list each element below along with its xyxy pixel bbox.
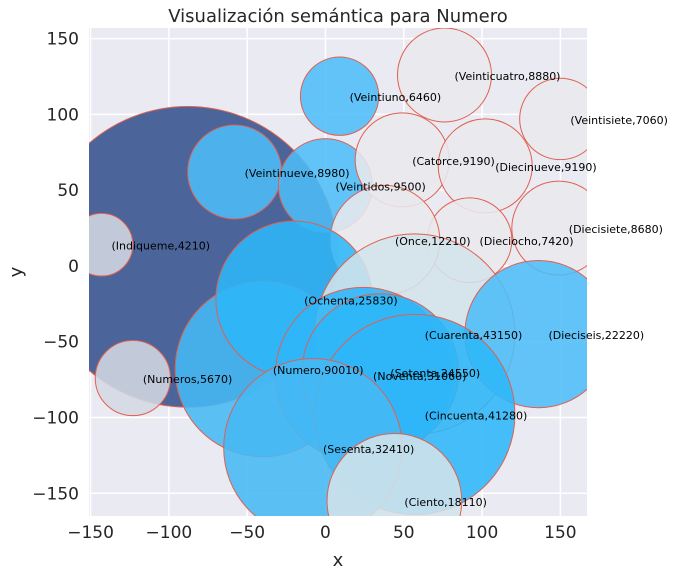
x-tick-label: 100 <box>466 523 498 543</box>
chart-title: Visualización semántica para Numero <box>168 6 508 27</box>
bubble-label: (Diecinueve,9190) <box>495 161 596 174</box>
x-tick-label: −100 <box>146 523 193 543</box>
x-tick-label: −150 <box>67 523 114 543</box>
x-tick-label: −50 <box>229 523 265 543</box>
bubble-label: (Diecisiete,8680) <box>569 223 663 236</box>
bubble-label: (Dieciocho,7420) <box>480 235 574 248</box>
bubble-label: (Once,12210) <box>395 235 471 248</box>
bubble-labels: (Indiqueme,4210) (Numeros,5670) (Veintinue… <box>112 70 668 509</box>
bubble-label: (Cincuenta,41280) <box>425 409 528 422</box>
bubble-label: (Veintiuno,6460) <box>350 91 442 104</box>
bubble-point <box>94 340 171 417</box>
bubble-label: (Cuarenta,43150) <box>425 329 523 342</box>
x-tick-label: 50 <box>393 523 415 543</box>
bubble-label: (Ciento,18110) <box>404 496 487 509</box>
x-axis-ticks: −150 −100 −50 0 50 100 150 <box>67 523 576 543</box>
x-tick-label: 150 <box>544 523 576 543</box>
y-tick-label: 150 <box>47 30 79 50</box>
bubble-point <box>299 56 380 136</box>
y-axis-ticks: −150 −100 −50 0 50 100 150 <box>32 30 79 505</box>
bubble-label: (Numeros,5670) <box>143 373 233 386</box>
bubble-label: (Setenta,24550) <box>390 367 480 380</box>
y-tick-label: 50 <box>57 181 79 201</box>
bubble-label: (Catorce,9190) <box>412 155 495 168</box>
y-tick-label: −150 <box>32 484 79 504</box>
bubble-label: (Dieciseis,22220) <box>548 329 644 342</box>
bubble-label: (Ochenta,25830) <box>304 294 398 307</box>
y-axis-label: y <box>6 266 27 277</box>
bubble-point <box>326 433 463 516</box>
bubble-label: (Veintidos,9500) <box>335 181 425 194</box>
bubble-point <box>89 212 134 277</box>
bubbles <box>89 28 587 516</box>
bubble-label: (Sesenta,32410) <box>323 443 414 456</box>
bubble-label: (Numero,90010) <box>273 364 364 377</box>
bubble-label: (Noventa,31060) <box>373 370 466 383</box>
bubble-label: (Veinticuatro,8880) <box>454 70 560 83</box>
bubble-label: (Indiqueme,4210) <box>112 240 211 253</box>
y-tick-label: 100 <box>47 105 79 125</box>
bubble-point <box>397 28 492 123</box>
y-tick-label: −100 <box>32 408 79 428</box>
x-tick-label: 0 <box>320 523 331 543</box>
bubble-label: (Veintisiete,7060) <box>570 114 668 127</box>
y-tick-label: −50 <box>43 333 79 353</box>
x-axis-label: x <box>333 550 344 571</box>
y-tick-label: 0 <box>68 257 79 277</box>
bubble-point <box>519 77 587 161</box>
bubble-label: (Veintinueve,8980) <box>245 167 350 180</box>
